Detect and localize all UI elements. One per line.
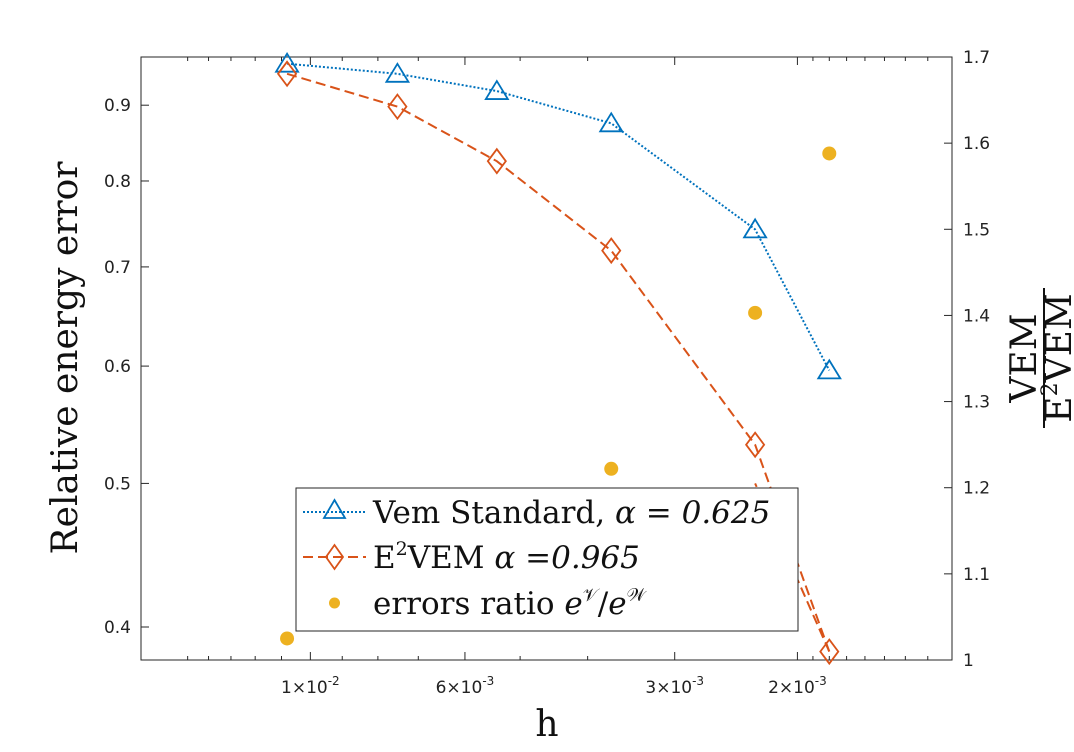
y-left-tick-label: 0.9	[104, 96, 131, 116]
data-point-circle	[604, 461, 619, 476]
legend-entry-e2vem: E2VEM α =0.965	[303, 538, 640, 576]
y-left-tick-label: 0.7	[104, 258, 131, 278]
data-point-triangle	[484, 79, 510, 100]
y-left-tick-label: 0.8	[104, 172, 131, 192]
y-left-axis-ticks: 0.4 0.5 0.6 0.7 0.8 0.9	[104, 96, 149, 638]
y-right-tick-label: 1.6	[963, 134, 990, 154]
data-point-triangle	[598, 111, 624, 133]
x-tick-times: ×	[779, 678, 793, 698]
y-right-label-denominator: E2VEM	[1038, 293, 1074, 422]
y-right-tick-label: 1.7	[963, 48, 990, 68]
x-tick-base: 10	[306, 678, 328, 698]
data-point-circle	[748, 305, 763, 320]
legend-label-vem-standard: Vem Standard, α = 0.625	[372, 495, 770, 531]
x-tick-mantissa: 2	[768, 678, 779, 698]
data-point-circle	[280, 631, 295, 646]
y-right-tick-label: 1.3	[963, 393, 990, 413]
legend-label-e2vem: E2VEM α =0.965	[373, 538, 640, 576]
x-tick-mantissa: 3	[645, 678, 656, 698]
x-tick-times: ×	[292, 678, 306, 698]
legend: Vem Standard, α = 0.625 E2VEM α =0.965 e…	[295, 487, 799, 632]
series-vem-standard	[274, 51, 842, 380]
x-tick-times: ×	[446, 678, 460, 698]
data-point-diamond	[276, 60, 298, 88]
x-axis-ticks: 1×10-2 6×10-3 3×10-3 2×10-3	[281, 57, 827, 698]
data-point-circle	[822, 146, 837, 161]
y-right-label-numerator: VEM	[1004, 313, 1045, 403]
y-right-tick-label: 1	[963, 651, 974, 671]
y-left-tick-label: 0.6	[104, 357, 131, 377]
legend-marker-triangle	[322, 498, 347, 519]
x-tick-label: 2×10-3	[768, 674, 827, 698]
legend-marker-circle	[329, 597, 340, 609]
legend-marker-diamond	[324, 543, 345, 571]
x-tick-label: 3×10-3	[645, 674, 704, 698]
y-right-tick-label: 1.4	[963, 306, 990, 326]
x-tick-base: 10	[461, 678, 483, 698]
x-tick-exponent: -3	[482, 674, 494, 688]
data-point-diamond	[744, 431, 766, 459]
y-left-tick-label: 0.5	[104, 474, 131, 494]
legend-box	[295, 487, 799, 632]
y-right-axis-label: VEM E2VEM	[1004, 288, 1074, 428]
x-minor-ticks	[187, 57, 929, 660]
x-tick-label: 1×10-2	[281, 674, 340, 698]
data-point-triangle	[274, 51, 300, 73]
x-tick-label: 6×10-3	[436, 674, 495, 698]
y-right-tick-label: 1.5	[963, 220, 990, 240]
x-tick-exponent: -3	[692, 674, 704, 688]
legend-entry-errors-ratio: errors ratio e𝒱/e𝒲	[329, 585, 648, 622]
x-tick-exponent: -2	[328, 674, 340, 688]
data-point-triangle	[384, 62, 411, 83]
series-line	[286, 72, 831, 652]
data-point-diamond	[819, 638, 840, 666]
data-point-triangle	[816, 358, 842, 380]
x-tick-base: 10	[793, 678, 815, 698]
series-errors-ratio	[280, 146, 837, 646]
y-right-axis-ticks: 1 1.1 1.2 1.3 1.4 1.5 1.6 1.7	[944, 48, 990, 671]
data-point-diamond	[601, 237, 622, 265]
x-tick-mantissa: 1	[281, 678, 292, 698]
x-axis-label: h	[535, 704, 558, 745]
data-point-diamond	[387, 93, 408, 121]
legend-entry-vem-standard: Vem Standard, α = 0.625	[303, 495, 770, 531]
y-left-axis-label: Relative energy error	[45, 161, 86, 555]
y-right-tick-label: 1.2	[963, 479, 990, 499]
x-tick-base: 10	[670, 678, 692, 698]
x-tick-mantissa: 6	[436, 678, 447, 698]
series-line	[286, 62, 831, 371]
data-point-diamond	[486, 147, 507, 175]
x-tick-times: ×	[656, 678, 670, 698]
data-point-triangle	[742, 217, 768, 239]
y-right-tick-label: 1.1	[963, 565, 990, 585]
y-left-tick-label: 0.4	[104, 618, 131, 638]
x-tick-exponent: -3	[815, 674, 827, 688]
legend-label-errors-ratio: errors ratio e𝒱/e𝒲	[373, 585, 648, 622]
